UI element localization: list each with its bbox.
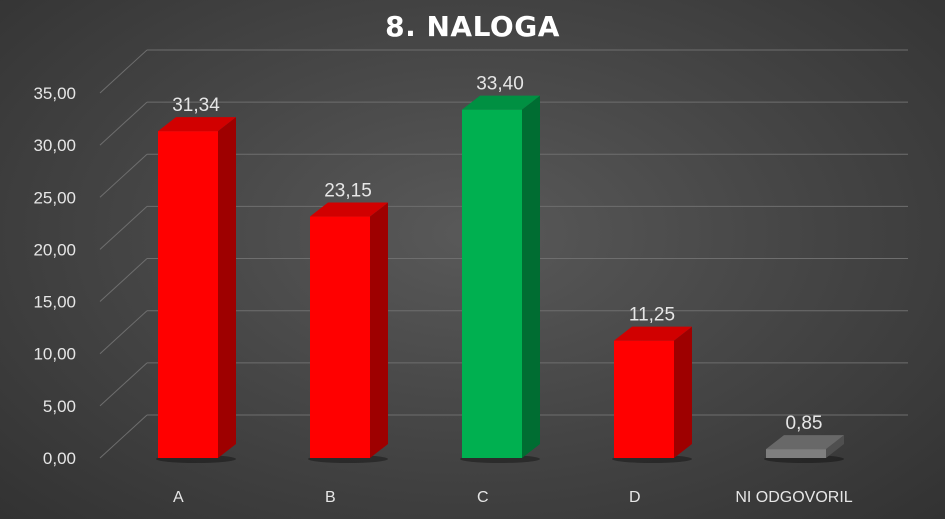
gridline-depth (99, 153, 148, 198)
gridline-depth (99, 414, 148, 459)
x-tick-label: A (173, 489, 184, 506)
gridline-depth (99, 258, 148, 302)
bar (766, 449, 826, 458)
y-tick-label: 10,00 (33, 345, 76, 364)
data-label: 31,34 (172, 95, 220, 116)
gridline-depth (99, 101, 148, 146)
bar-side (522, 95, 540, 458)
bar-top (462, 95, 540, 110)
x-tick-label: D (629, 489, 641, 506)
data-label: 23,15 (324, 181, 372, 202)
data-label: 11,25 (629, 305, 675, 326)
bar (158, 131, 218, 459)
bar-side (218, 117, 236, 458)
x-tick-label: NI ODGOVORIL (735, 489, 852, 506)
gridline-depth (99, 362, 148, 407)
bar (310, 216, 370, 458)
gridline-depth (99, 206, 148, 250)
y-tick-label: 25,00 (33, 188, 76, 207)
bar-top (310, 202, 388, 217)
y-tick-label: 5,00 (43, 397, 76, 416)
bar-top (614, 326, 692, 341)
gridline-depth (99, 310, 148, 355)
y-tick-label: 0,00 (43, 449, 76, 468)
x-tick-label: C (477, 489, 489, 506)
bar-top (766, 435, 844, 450)
data-label: 0,85 (786, 413, 823, 434)
bar-top (158, 117, 236, 132)
bar-side (370, 202, 388, 458)
bar (614, 340, 674, 458)
data-label: 33,40 (476, 74, 524, 95)
y-tick-label: 15,00 (33, 293, 76, 312)
y-tick-label: 30,00 (33, 136, 76, 155)
x-tick-label: B (325, 489, 336, 506)
chart-title: 8. NALOGA (385, 10, 560, 43)
bar-side (826, 435, 844, 458)
bar-side (674, 326, 692, 458)
y-tick-label: 20,00 (33, 240, 76, 259)
gridline-depth (99, 49, 148, 94)
bar (462, 109, 522, 458)
y-tick-label: 35,00 (33, 84, 76, 103)
